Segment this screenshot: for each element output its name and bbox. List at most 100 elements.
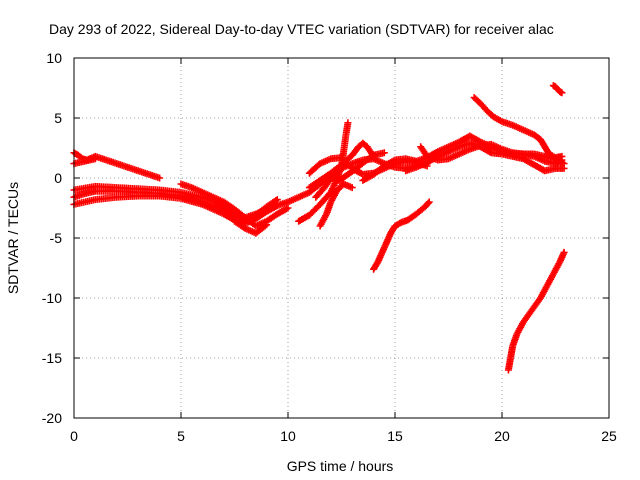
data-point-interp: [260, 205, 268, 213]
data-point-interp: [143, 170, 151, 178]
data-point-interp: [368, 152, 376, 160]
x-tick-label: 5: [177, 428, 185, 444]
data-point-interp: [534, 297, 542, 305]
data-point-interp: [543, 147, 551, 155]
data-point-interp: [344, 121, 352, 129]
tick-layer: 0 5 10 15 20 25 -20 -15 -10 -5 0 5 10: [42, 50, 617, 444]
data-point-interp: [207, 192, 215, 200]
data-point-interp: [282, 205, 290, 213]
series-sat-p: [470, 94, 566, 162]
data-point-interp: [326, 200, 334, 208]
data-point-interp: [322, 212, 330, 220]
data-point-interp: [557, 88, 565, 96]
data-point-interp: [260, 223, 268, 231]
data-point-interp: [389, 157, 397, 165]
data-point-interp: [556, 153, 564, 161]
series-sat-s: [549, 82, 566, 97]
data-point-interp: [367, 172, 375, 180]
data-point-interp: [293, 194, 301, 202]
grid-layer: [74, 58, 609, 418]
series-sat-h: [295, 119, 352, 225]
data-point-interp: [527, 159, 535, 167]
data-point-interp: [424, 199, 432, 207]
y-axis-title: SDTVAR / TECUs: [5, 182, 21, 294]
x-tick-label: 10: [280, 428, 296, 444]
data-point-interp: [350, 166, 358, 174]
series-sat-c: [70, 187, 281, 224]
series-sat-d: [70, 149, 164, 182]
data-point-interp: [539, 140, 547, 148]
data-point-interp: [496, 144, 504, 152]
series-sat-g: [231, 217, 271, 237]
data-point-interp: [122, 163, 130, 171]
data-point-interp: [281, 206, 289, 214]
data-point-interp: [324, 191, 332, 199]
data-point-interp: [238, 222, 246, 230]
data-point-interp: [325, 156, 333, 164]
data-point-interp: [377, 164, 385, 172]
data-point-interp: [367, 153, 375, 161]
data-point-interp: [484, 147, 492, 155]
data-point-interp: [334, 163, 342, 171]
x-tick-label: 15: [387, 428, 403, 444]
data-point-interp: [270, 198, 278, 206]
data-point-interp: [518, 125, 526, 133]
data-point-interp: [261, 222, 269, 230]
x-tick-label: 0: [70, 428, 78, 444]
data-point-interp: [480, 104, 488, 112]
data-point-interp: [507, 121, 515, 129]
data-point-interp: [372, 261, 380, 269]
data-point-interp: [534, 134, 542, 142]
data-point-interp: [388, 158, 396, 166]
data-point-interp: [512, 332, 520, 340]
x-tick-label: 25: [601, 428, 617, 444]
data-point-interp: [272, 197, 280, 205]
y-tick-label: 5: [54, 110, 62, 126]
data-point-interp: [423, 200, 431, 208]
data-point-interp: [270, 212, 278, 220]
data-point-interp: [464, 146, 472, 154]
data-point-interp: [132, 166, 140, 174]
data-point-interp: [443, 155, 451, 163]
data-point-interp: [486, 148, 494, 156]
data-point-interp: [197, 198, 205, 205]
series-sat-k: [312, 149, 388, 201]
series-sat-r: [504, 248, 568, 374]
data-point-interp: [389, 225, 397, 233]
data-point-interp: [346, 183, 354, 191]
data-point-interp: [249, 220, 257, 228]
data-point-interp: [443, 148, 451, 156]
data-point-interp: [508, 344, 516, 352]
data-point-interp: [238, 211, 246, 219]
data-point-interp: [346, 162, 354, 170]
data-point-interp: [377, 250, 385, 258]
series-sat-j: [305, 139, 378, 192]
data-layer: [70, 82, 568, 374]
data-point-interp: [313, 178, 321, 186]
data-point-interp: [341, 172, 349, 180]
data-point-interp: [410, 212, 418, 220]
y-tick-label: -15: [42, 350, 62, 366]
data-point-interp: [154, 173, 162, 181]
data-point-interp: [100, 155, 108, 163]
chart-title: Day 293 of 2022, Sidereal Day-to-day VTE…: [49, 21, 554, 37]
data-point-interp: [346, 154, 354, 162]
data-point-interp: [302, 213, 310, 221]
data-point-interp: [186, 183, 194, 191]
y-tick-label: 0: [54, 170, 62, 186]
data-point-interp: [559, 250, 567, 258]
data-point-interp: [474, 97, 482, 105]
data-point-interp: [487, 110, 495, 118]
data-point-interp: [396, 219, 404, 227]
y-tick-label: -20: [42, 410, 62, 426]
series-sat-m: [359, 132, 566, 184]
data-point-interp: [538, 165, 546, 173]
y-tick-label: 10: [46, 50, 62, 66]
data-point-interp: [360, 140, 368, 148]
data-point-interp: [337, 182, 345, 190]
data-point-interp: [313, 203, 321, 211]
data-point-interp: [463, 134, 471, 142]
x-tick-label: 20: [494, 428, 510, 444]
